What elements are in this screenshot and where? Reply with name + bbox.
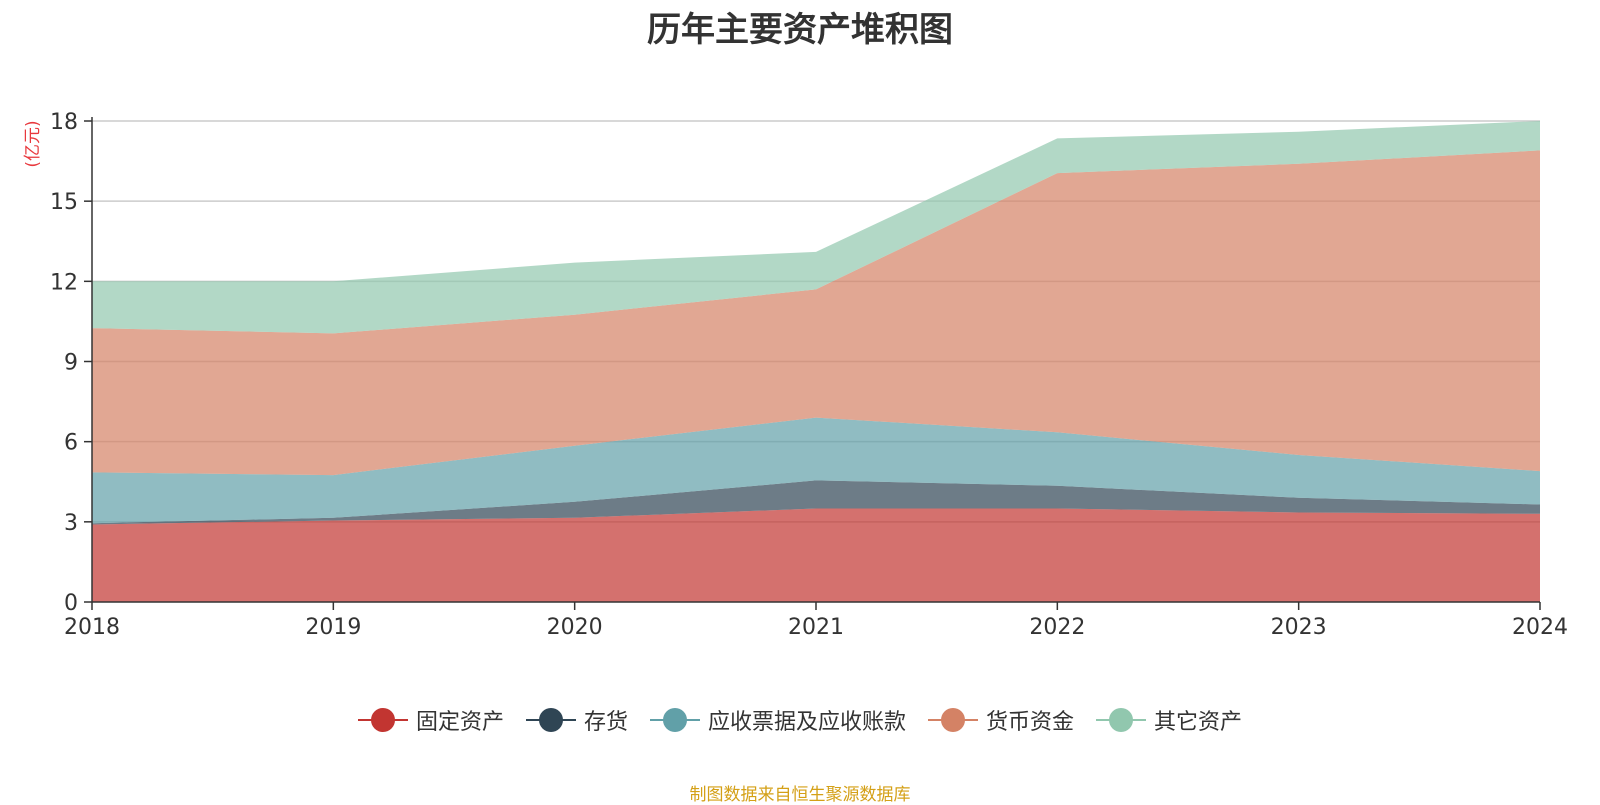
legend-swatch-icon: [357, 708, 408, 732]
legend-swatch-icon: [649, 708, 700, 732]
area-series-存货: [92, 480, 1540, 525]
legend-item[interactable]: 其它资产: [1096, 704, 1242, 736]
area-series-固定资产: [92, 508, 1540, 602]
area-series-货币资金: [92, 150, 1540, 476]
legend-item[interactable]: 应收票据及应收账款: [649, 704, 906, 736]
x-tick-label: 2022: [1029, 615, 1085, 640]
legend-swatch-icon: [1096, 708, 1147, 732]
legend-label: 存货: [583, 710, 628, 735]
source-note: 制图数据来自恒生聚源数据库: [689, 785, 911, 805]
legend-swatch-icon: [928, 708, 978, 732]
legend-item[interactable]: 货币资金: [928, 704, 1074, 736]
legend-item[interactable]: 固定资产: [357, 704, 504, 736]
legend-label: 固定资产: [415, 710, 504, 735]
legend-label: 应收票据及应收账款: [707, 710, 906, 735]
x-tick-label: 2021: [788, 615, 844, 640]
x-tick-label: 2020: [547, 615, 603, 640]
legend-swatch-icon: [525, 708, 576, 732]
chart-title: 历年主要资产堆积图: [647, 10, 953, 50]
y-tick-label: 9: [64, 351, 78, 376]
area-series: [92, 121, 1540, 602]
y-tick-label: 18: [50, 110, 78, 135]
x-tick-label: 2019: [305, 615, 361, 640]
x-tick-label: 2024: [1512, 615, 1568, 640]
y-tick-label: 3: [64, 511, 78, 536]
legend: 固定资产 存货 应收票据及应收账款 货币资金 其它资产: [0, 704, 1600, 736]
y-axis-unit-label: (亿元): [23, 120, 43, 167]
axes: 0 3 6 9 12 15 18 2018 2019 2020 2021 2022 2023 2024: [50, 110, 1568, 640]
x-tick-label: 2023: [1271, 615, 1327, 640]
legend-item[interactable]: 存货: [525, 704, 628, 736]
y-tick-label: 6: [64, 431, 78, 456]
y-tick-label: 0: [64, 591, 78, 616]
x-tick-label: 2018: [64, 615, 120, 640]
legend-label: 其它资产: [1154, 710, 1243, 735]
area-series-应收票据及应收账款: [92, 417, 1540, 524]
area-series-其它资产: [92, 121, 1540, 334]
legend-label: 货币资金: [986, 710, 1075, 735]
y-tick-label: 12: [50, 270, 78, 295]
y-tick-label: 15: [50, 190, 78, 215]
